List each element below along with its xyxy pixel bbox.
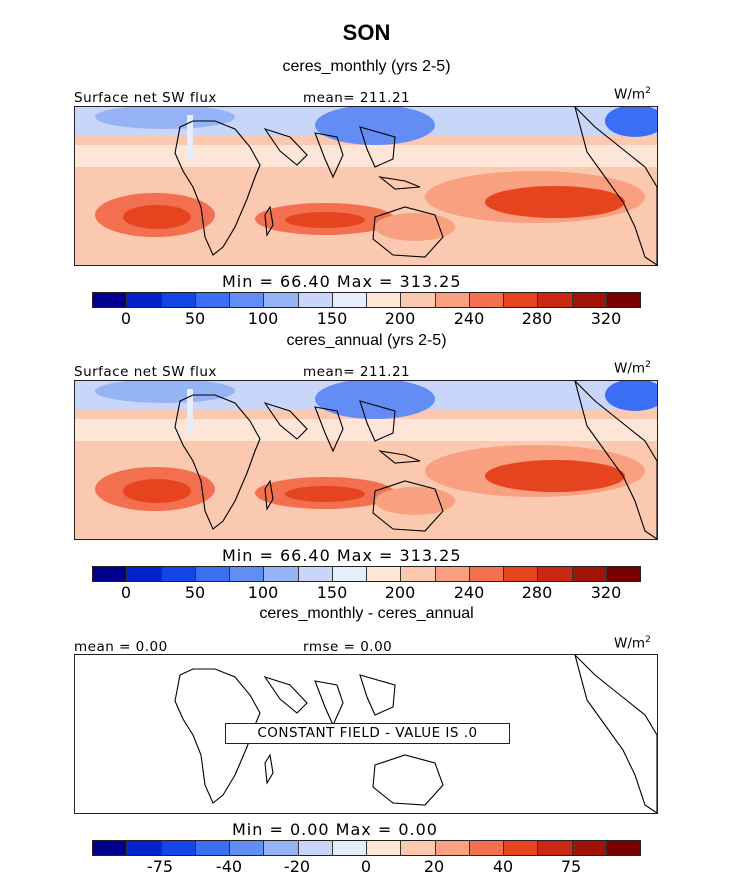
figure-title: SON — [342, 20, 391, 45]
colorbar-swatch — [195, 567, 230, 581]
colorbar-swatch — [538, 293, 573, 307]
colorbar-swatch — [127, 567, 162, 581]
colorbar-tick-label: 0 — [360, 857, 372, 876]
colorbar-tick-label: 200 — [384, 309, 416, 328]
colorbar-swatch — [572, 841, 607, 855]
colorbar-swatch — [298, 567, 333, 581]
colorbar-swatch — [93, 567, 128, 581]
panel3-unit-label: W/m2 — [614, 635, 651, 652]
colorbar-tick-label: -40 — [215, 857, 243, 876]
colorbar-swatch — [572, 293, 607, 307]
colorbar-swatch — [332, 293, 367, 307]
colorbar-swatch — [230, 841, 265, 855]
colorbar-tick-label: 0 — [120, 309, 132, 328]
colorbar-swatch — [93, 841, 128, 855]
panel1-subtitle: ceres_monthly (yrs 2-5) — [282, 58, 451, 75]
panel1-map-field — [75, 107, 657, 265]
panel3-rmse-label: rmse = 0.00 — [303, 639, 393, 655]
colorbar-tick-label: 75 — [560, 857, 582, 876]
colorbar-swatch — [367, 567, 402, 581]
colorbar-tick-label: 50 — [184, 309, 206, 328]
panel2-field-label: Surface net SW flux — [74, 364, 217, 380]
panel2-unit-label: W/m2 — [614, 360, 651, 377]
panel2-minmax: Min = 66.40 Max = 313.25 — [222, 546, 462, 565]
colorbar-tick-label: 150 — [316, 309, 348, 328]
colorbar-swatch — [469, 293, 504, 307]
colorbar-swatch — [195, 841, 230, 855]
colorbar-tick-label: 50 — [184, 583, 206, 602]
colorbar-swatch — [572, 567, 607, 581]
panel2-colorbar — [92, 566, 641, 582]
panel1-mean-label: mean= 211.21 — [303, 90, 411, 106]
colorbar-swatch — [264, 567, 299, 581]
colorbar-swatch — [401, 841, 436, 855]
colorbar-tick-label: 320 — [590, 583, 622, 602]
panel2-colorbar-ticks: 0 50 100 150 200 240 280 320 — [0, 583, 733, 603]
colorbar-swatch — [230, 293, 265, 307]
colorbar-tick-label: -75 — [146, 857, 174, 876]
panel1-field-label: Surface net SW flux — [74, 90, 217, 106]
colorbar-tick-label: 240 — [453, 309, 485, 328]
colorbar-tick-label: 20 — [423, 857, 445, 876]
colorbar-tick-label: 150 — [316, 583, 348, 602]
colorbar-swatch — [230, 567, 265, 581]
colorbar-swatch — [264, 293, 299, 307]
colorbar-tick-label: -20 — [283, 857, 311, 876]
colorbar-swatch — [195, 293, 230, 307]
colorbar-swatch — [264, 841, 299, 855]
colorbar-swatch — [127, 293, 162, 307]
colorbar-tick-label: 280 — [521, 309, 553, 328]
colorbar-swatch — [504, 293, 539, 307]
panel3-colorbar-ticks: -75 -40 -20 0 20 40 75 — [0, 857, 733, 877]
panel1-colorbar — [92, 292, 641, 308]
colorbar-tick-label: 240 — [453, 583, 485, 602]
colorbar-swatch — [469, 841, 504, 855]
colorbar-tick-label: 100 — [247, 309, 279, 328]
colorbar-tick-label: 40 — [492, 857, 514, 876]
colorbar-swatch — [332, 841, 367, 855]
panel1-unit-label: W/m2 — [614, 86, 651, 103]
colorbar-swatch — [93, 293, 128, 307]
colorbar-swatch — [606, 567, 640, 581]
colorbar-swatch — [435, 841, 470, 855]
colorbar-tick-label: 100 — [247, 583, 279, 602]
colorbar-swatch — [469, 567, 504, 581]
colorbar-swatch — [401, 293, 436, 307]
panel1-map — [74, 106, 658, 266]
panel2-map-field — [75, 381, 657, 539]
colorbar-swatch — [161, 841, 196, 855]
colorbar-swatch — [298, 841, 333, 855]
colorbar-swatch — [367, 841, 402, 855]
colorbar-swatch — [606, 293, 640, 307]
colorbar-tick-label: 320 — [590, 309, 622, 328]
colorbar-swatch — [435, 567, 470, 581]
panel2-map — [74, 380, 658, 540]
colorbar-tick-label: 280 — [521, 583, 553, 602]
colorbar-swatch — [538, 567, 573, 581]
colorbar-swatch — [606, 841, 640, 855]
panel1-minmax: Min = 66.40 Max = 313.25 — [222, 272, 462, 291]
colorbar-swatch — [298, 293, 333, 307]
colorbar-swatch — [367, 293, 402, 307]
panel3-colorbar — [92, 840, 641, 856]
panel2-subtitle: ceres_annual (yrs 2-5) — [286, 332, 447, 349]
panel2-mean-label: mean= 211.21 — [303, 364, 411, 380]
colorbar-swatch — [401, 567, 436, 581]
colorbar-tick-label: 0 — [120, 583, 132, 602]
constant-field-notice: CONSTANT FIELD - VALUE IS .0 — [225, 723, 510, 744]
colorbar-swatch — [504, 567, 539, 581]
panel3-minmax: Min = 0.00 Max = 0.00 — [232, 820, 438, 839]
colorbar-swatch — [161, 293, 196, 307]
panel3-mean-label: mean = 0.00 — [74, 639, 168, 655]
colorbar-tick-label: 200 — [384, 583, 416, 602]
colorbar-swatch — [127, 841, 162, 855]
colorbar-swatch — [332, 567, 367, 581]
colorbar-swatch — [161, 567, 196, 581]
colorbar-swatch — [504, 841, 539, 855]
colorbar-swatch — [435, 293, 470, 307]
panel3-subtitle: ceres_monthly - ceres_annual — [259, 605, 474, 622]
colorbar-swatch — [538, 841, 573, 855]
panel1-colorbar-ticks: 0 50 100 150 200 240 280 320 — [0, 309, 733, 329]
